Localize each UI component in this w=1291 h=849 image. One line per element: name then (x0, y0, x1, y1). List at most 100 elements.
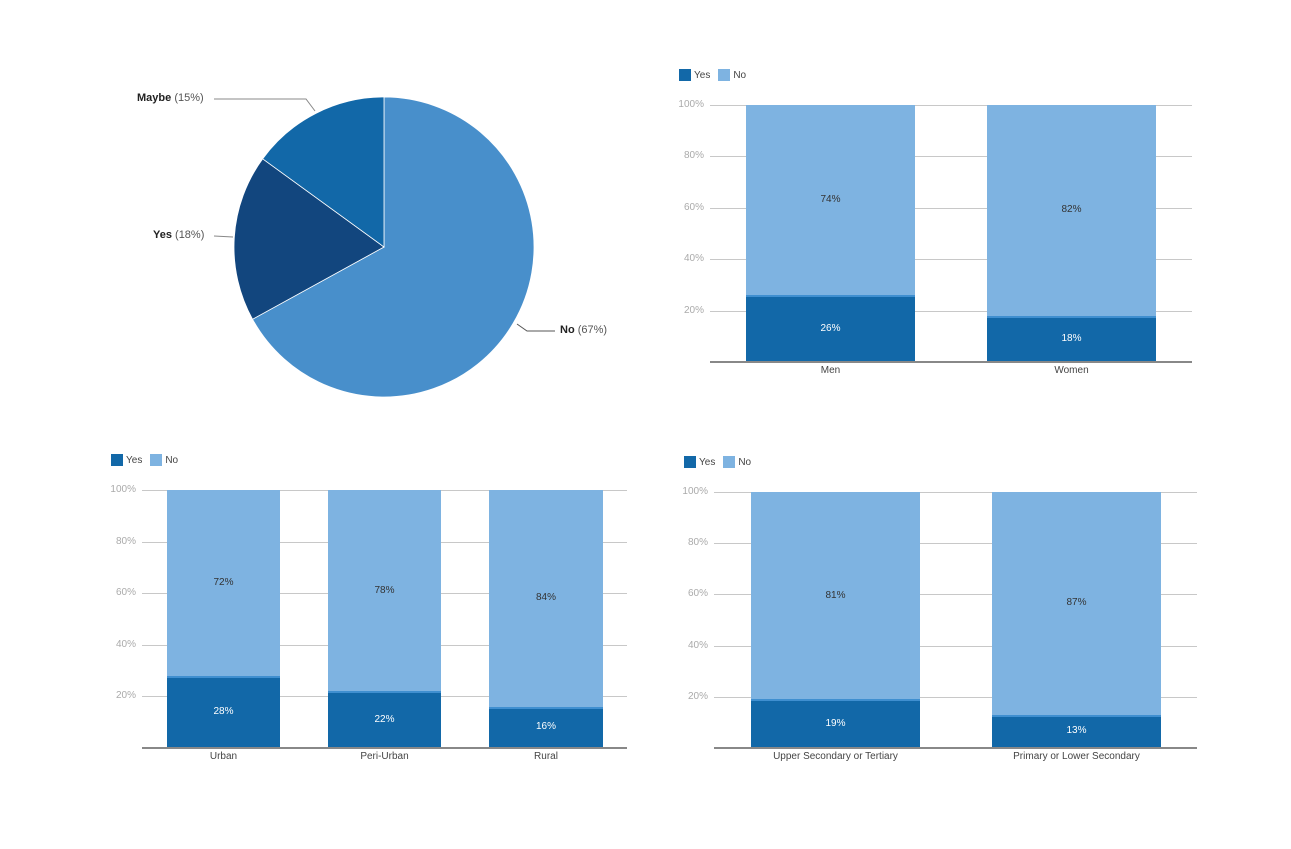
legend-item-yes[interactable]: Yes (111, 454, 142, 466)
bar-segment-no[interactable] (328, 490, 441, 692)
x-tick-label: Urban (209, 751, 238, 762)
y-tick-label: 60% (687, 588, 708, 599)
bar-label-yes: 13% (1066, 725, 1087, 737)
pie-slice-yes (233, 158, 385, 320)
y-tick-label: 40% (115, 639, 136, 650)
legend-item-no[interactable]: No (150, 454, 178, 466)
y-tick-label: 100% (682, 486, 708, 497)
gridline (714, 646, 1197, 647)
gridline (714, 697, 1197, 698)
bar-label-yes: 28% (213, 705, 234, 717)
gridline (710, 105, 1192, 106)
pie-label-no-pct: (67%) (577, 324, 608, 336)
bar-segment-no[interactable] (746, 105, 915, 296)
x-tick-label: Primary or Lower Secondary (1013, 751, 1140, 762)
bar-women[interactable]: 82% 18% (987, 105, 1156, 362)
pie-slice-no (252, 96, 535, 398)
x-axis (142, 747, 627, 749)
bar-segment-no[interactable] (167, 490, 280, 676)
gridline (714, 594, 1197, 595)
x-tick-label: Men (820, 365, 841, 376)
bar-segment-yes[interactable] (746, 295, 915, 362)
x-tick-label: Peri-Urban (360, 751, 409, 762)
bar-label-no: 72% (213, 576, 234, 588)
pie-svg (213, 96, 555, 398)
bar-label-no: 81% (825, 589, 846, 601)
legend-label-yes: Yes (699, 456, 716, 468)
legend-swatch-no (150, 454, 163, 466)
y-tick-label: 40% (687, 640, 708, 651)
pie-label-no: No (67%) (560, 324, 607, 336)
bar-men[interactable]: 74% 26% (746, 105, 915, 362)
bar-rural[interactable]: 84% 16% (489, 490, 603, 748)
x-tick-label: Women (1054, 365, 1089, 376)
y-tick-label: 100% (110, 484, 136, 495)
y-tick-label: 80% (687, 537, 708, 548)
pie-leader-maybe (214, 98, 316, 112)
bar-segment-yes[interactable] (489, 706, 603, 748)
x-axis (714, 747, 1197, 749)
gridline (710, 156, 1192, 157)
bar-segment-no[interactable] (992, 492, 1161, 715)
bar-urban[interactable]: 72% 28% (167, 490, 280, 748)
pie-chart: Maybe (15%) Yes (18%) No (67%) (0, 0, 640, 420)
bar-label-no: 78% (374, 584, 395, 596)
legend: Yes No (684, 456, 759, 468)
bar-segment-no[interactable] (987, 105, 1156, 316)
legend-label-no: No (733, 69, 747, 81)
x-axis (710, 361, 1192, 363)
bar-segment-yes[interactable] (987, 315, 1156, 362)
y-tick-label: 20% (683, 305, 704, 316)
y-tick-label: 20% (115, 690, 136, 701)
y-tick-label: 100% (678, 99, 704, 110)
legend-item-no[interactable]: No (718, 69, 746, 81)
bar-upper-secondary-or-tertiary[interactable]: 81% 19% (751, 492, 920, 748)
legend-item-no[interactable]: No (723, 456, 751, 468)
pie-label-yes-pct: (18%) (175, 229, 205, 241)
legend: Yes No (111, 454, 186, 466)
pie-label-no-name: No (560, 324, 575, 336)
bar-label-yes: 22% (374, 713, 395, 725)
legend-label-yes: Yes (694, 69, 711, 81)
bar-label-yes: 19% (825, 717, 846, 729)
pie-leader-yes (213, 235, 234, 238)
bar-segment-yes[interactable] (992, 714, 1161, 748)
pie-label-maybe: Maybe (15%) (137, 92, 204, 104)
bar-label-yes: 16% (535, 721, 556, 733)
bar-segment-yes[interactable] (328, 691, 441, 748)
y-tick-label: 60% (115, 587, 136, 598)
pie-label-maybe-name: Maybe (137, 92, 172, 104)
x-tick-label: Rural (534, 751, 558, 762)
y-tick-label: 80% (683, 150, 704, 161)
legend-item-yes[interactable]: Yes (679, 69, 710, 81)
pie-label-yes: Yes (18%) (153, 229, 204, 241)
y-tick-label: 80% (115, 536, 136, 547)
legend-swatch-yes (679, 69, 691, 81)
legend: Yes No (679, 69, 754, 81)
y-tick-label: 20% (687, 691, 708, 702)
legend-swatch-no (723, 456, 736, 468)
bar-label-no: 82% (1061, 204, 1082, 216)
legend-label-yes: Yes (126, 454, 143, 466)
bar-label-yes: 18% (1061, 332, 1082, 344)
legend-label-no: No (738, 456, 752, 468)
bar-segment-yes[interactable] (751, 699, 920, 748)
legend-swatch-yes (684, 456, 696, 468)
bar-primary-or-lower-secondary[interactable]: 87% 13% (992, 492, 1161, 748)
bar-segment-no[interactable] (489, 490, 603, 707)
bar-label-no: 74% (820, 194, 841, 206)
y-tick-label: 60% (683, 202, 704, 213)
legend-swatch-yes (111, 454, 123, 466)
bar-segment-no[interactable] (751, 492, 920, 700)
bar-label-yes: 26% (820, 322, 841, 334)
gridline (710, 259, 1192, 260)
pie-label-maybe-pct: (15%) (174, 92, 204, 104)
pie-slice-maybe (262, 96, 385, 248)
legend-item-yes[interactable]: Yes (684, 456, 715, 468)
gridline (710, 208, 1192, 209)
bar-segment-yes[interactable] (167, 675, 280, 748)
bar-peri-urban[interactable]: 78% 22% (328, 490, 441, 748)
